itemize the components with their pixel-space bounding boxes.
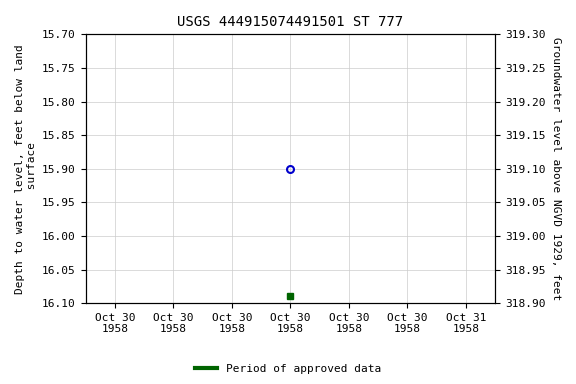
Y-axis label: Groundwater level above NGVD 1929, feet: Groundwater level above NGVD 1929, feet bbox=[551, 37, 561, 300]
Title: USGS 444915074491501 ST 777: USGS 444915074491501 ST 777 bbox=[177, 15, 403, 29]
Legend: Period of approved data: Period of approved data bbox=[191, 359, 385, 379]
Y-axis label: Depth to water level, feet below land
 surface: Depth to water level, feet below land su… bbox=[15, 44, 37, 294]
